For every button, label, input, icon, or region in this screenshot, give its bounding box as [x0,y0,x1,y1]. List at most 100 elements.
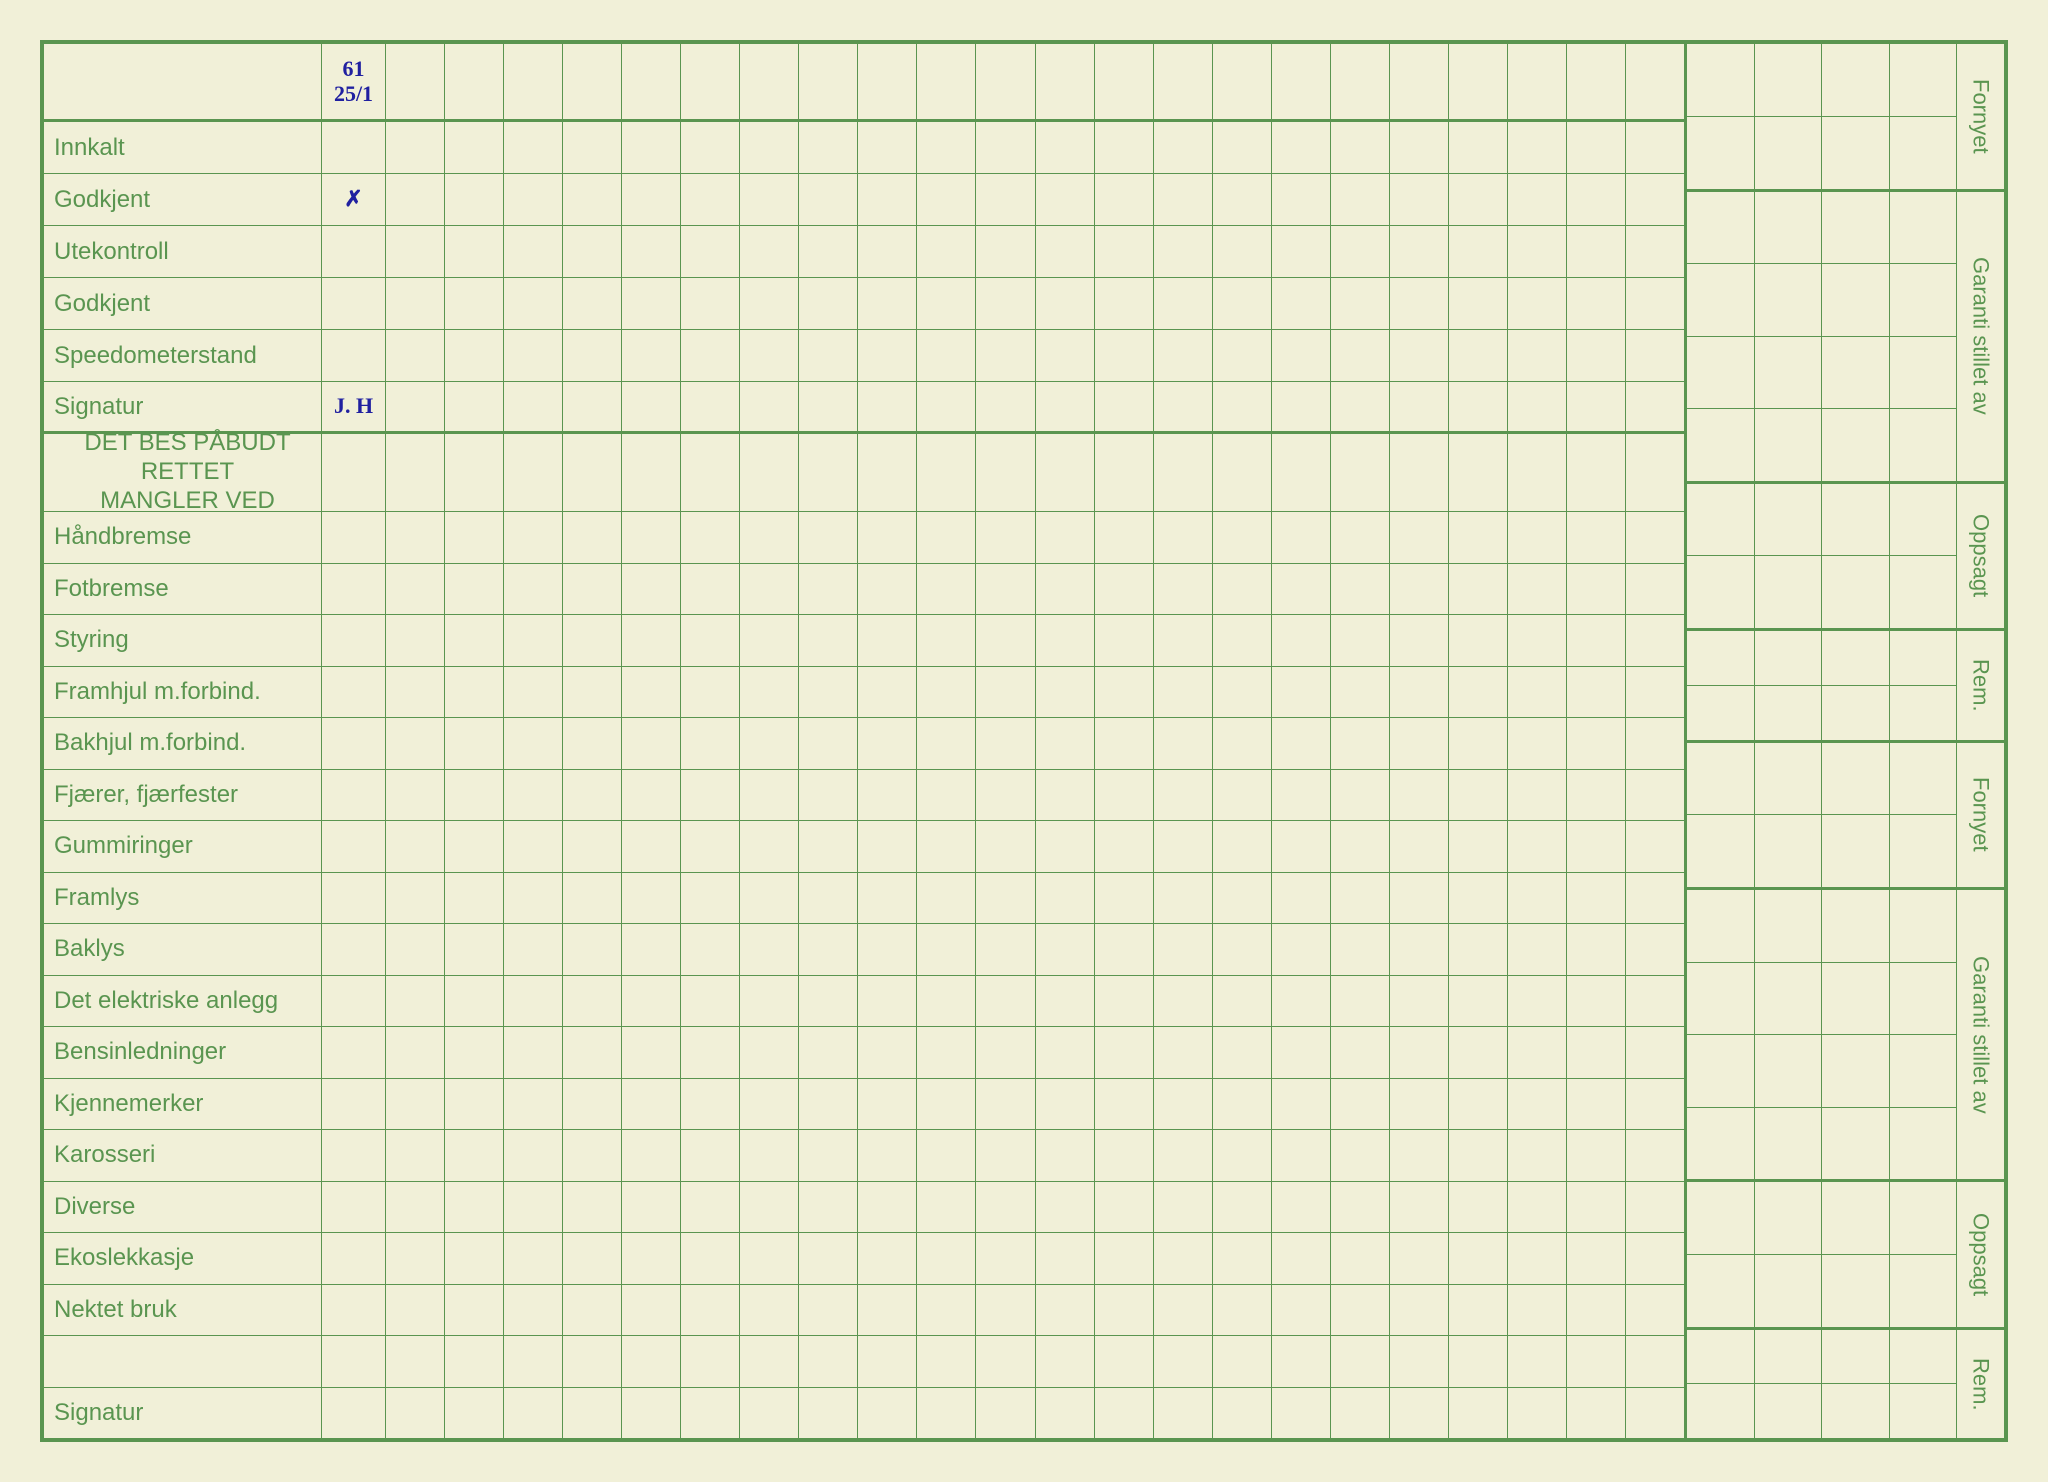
grid-cell [386,924,445,975]
side-grid-cell [1687,192,1755,264]
grid-cell [563,924,622,975]
grid-cell [1095,1388,1154,1439]
grid-cell [386,226,445,277]
grid-cell [445,564,504,615]
side-grid-cell [1755,556,1823,628]
grid-cell [1213,278,1272,329]
grid-cell [681,330,740,381]
grid-cell [1508,1182,1567,1233]
grid-cell [504,1130,563,1181]
grid-cell [1036,1182,1095,1233]
grid-cell [1626,330,1684,381]
grid-cell [1095,1027,1154,1078]
grid-cell [1272,122,1331,173]
grid-cell [1449,924,1508,975]
side-grid-row [1687,1182,1956,1255]
grid-cell [563,873,622,924]
grid-cell [563,434,622,511]
grid-cell [322,667,386,718]
grid-cell [1213,873,1272,924]
grid-cell [445,1388,504,1439]
side-grid-cell [1687,1255,1755,1327]
grid-cell [858,615,917,666]
grid-cell [1626,1336,1684,1387]
grid-cell [445,1182,504,1233]
grid-cell [322,1079,386,1130]
grid-cell [858,1130,917,1181]
grid-cell [740,278,799,329]
grid-cell [1331,174,1390,225]
grid-cell [917,1130,976,1181]
grid-cell [1036,873,1095,924]
side-label: Fornyet [1956,44,2004,189]
grid-cell [858,226,917,277]
side-grid-cell [1822,631,1890,685]
side-grid-cell [1890,743,1957,815]
side-grid-cell [1890,264,1957,336]
grid-cell [1095,226,1154,277]
grid-cell [1331,1285,1390,1336]
grid-cell [445,434,504,511]
grid-cell [1036,174,1095,225]
grid-cell [1508,1130,1567,1181]
side-grid-cell [1755,743,1823,815]
grid-cell [1213,512,1272,563]
grid-cell [1213,615,1272,666]
grid-cell [563,615,622,666]
grid-cell [1449,1182,1508,1233]
grid-cell [563,1336,622,1387]
grid-cell [1390,1027,1449,1078]
row-label: Håndbremse [44,512,322,563]
grid-cell [976,1336,1035,1387]
grid-cell [1213,226,1272,277]
grid-cell [858,122,917,173]
grid-cell [445,330,504,381]
grid-cell [1567,1336,1626,1387]
grid-cell [504,330,563,381]
row-cells [322,1182,1684,1233]
grid-cell [976,1233,1035,1284]
side-grid-row [1687,1035,1956,1108]
row-cells [322,667,1684,718]
grid-cell [322,976,386,1027]
grid-cell [322,278,386,329]
grid-cell [1272,174,1331,225]
grid-cell [917,1388,976,1439]
grid-cell [1095,382,1154,431]
grid-cell [322,1285,386,1336]
grid-cell [386,1027,445,1078]
grid-cell [1390,770,1449,821]
grid-cell [858,44,917,119]
grid-cell [622,1182,681,1233]
grid-cell [445,512,504,563]
grid-cell [386,44,445,119]
side-grid-cell [1822,815,1890,887]
grid-cell [1154,924,1213,975]
grid-cell [917,330,976,381]
grid-cell [858,667,917,718]
grid-cell [976,278,1035,329]
side-grid-cell [1755,264,1823,336]
grid-cell [1508,382,1567,431]
row-label: Fjærer, fjærfester [44,770,322,821]
grid-cell [622,667,681,718]
table-row: Speedometerstand [44,330,1684,382]
grid-cell [1390,330,1449,381]
side-grid-cell [1890,337,1957,409]
grid-cell [1154,382,1213,431]
grid-cell [681,1130,740,1181]
grid-cell [1272,1130,1331,1181]
grid-cell [445,821,504,872]
grid-cell [1036,564,1095,615]
row-cells [322,1388,1684,1439]
grid-cell [1567,1130,1626,1181]
grid-cell [622,330,681,381]
grid-cell [1213,1027,1272,1078]
grid-cell [799,1285,858,1336]
grid-cell [322,1336,386,1387]
grid-cell [1626,382,1684,431]
grid-cell [976,434,1035,511]
side-grid-cell [1890,1182,1957,1254]
grid-cell [322,1182,386,1233]
grid-cell [563,1027,622,1078]
